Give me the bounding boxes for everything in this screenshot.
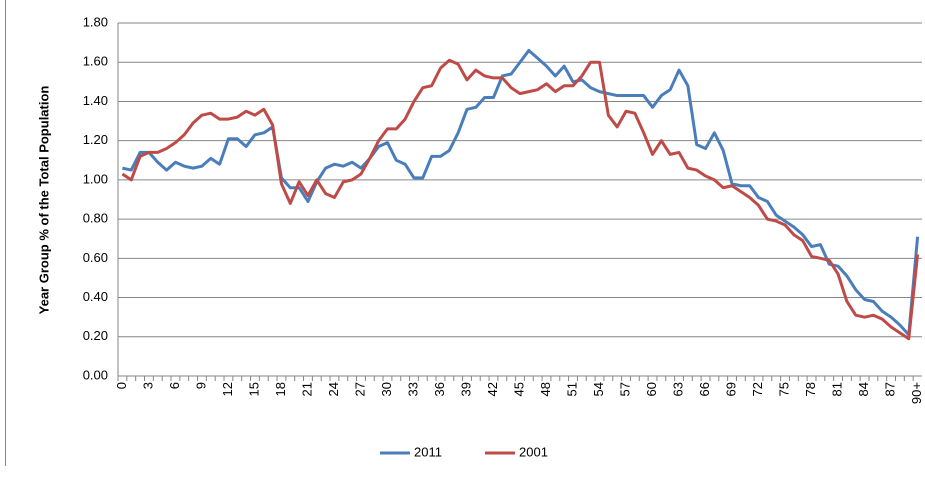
x-tick-label: 87 [883,382,898,396]
x-tick-label: 45 [511,382,526,396]
legend-label: 2001 [519,444,548,459]
x-tick-label: 21 [299,382,314,396]
x-tick-label: 3 [140,382,155,389]
y-tick-label: 1.40 [83,93,108,108]
x-tick-label: 84 [856,382,871,396]
x-tick-label: 42 [485,382,500,396]
x-tick-label: 90+ [909,382,924,404]
y-tick-label: 1.80 [83,14,108,29]
y-tick-label: 0.60 [83,250,108,265]
series-line [121,58,920,341]
x-tick-label: 15 [246,382,261,396]
y-tick-label: 0.80 [83,211,108,226]
x-tick-label: 63 [670,382,685,396]
y-tick-label: 1.00 [83,171,108,186]
y-tick-label: 1.20 [83,132,108,147]
y-tick-label: 0.40 [83,289,108,304]
x-tick-label: 69 [723,382,738,396]
x-tick-label: 18 [273,382,288,396]
y-tick-label: 0.00 [83,367,108,382]
x-tick-label: 72 [750,382,765,396]
x-tick-label: 48 [538,382,553,396]
x-tick-label: 0 [114,382,129,389]
x-tick-label: 51 [564,382,579,396]
legend-label: 2011 [414,444,442,459]
x-tick-label: 81 [830,382,845,396]
x-tick-label: 30 [379,382,394,396]
x-tick-label: 33 [405,382,420,396]
x-tick-label: 57 [617,382,632,396]
x-tick-label: 36 [432,382,447,396]
y-tick-label: 1.60 [83,54,108,69]
y-axis-title: Year Group % of the Total Population [36,86,51,315]
x-tick-label: 78 [803,382,818,396]
y-tick-label: 0.20 [83,328,108,343]
x-tick-label: 75 [776,382,791,396]
x-tick-label: 60 [644,382,659,396]
x-tick-label: 9 [193,382,208,389]
x-tick-label: 54 [591,382,606,396]
x-tick-label: 39 [458,382,473,396]
x-tick-label: 24 [326,382,341,396]
x-tick-label: 66 [697,382,712,396]
x-tick-label: 12 [220,382,235,396]
x-tick-label: 6 [167,382,182,389]
series-line [122,48,920,337]
x-tick-label: 27 [352,382,367,396]
